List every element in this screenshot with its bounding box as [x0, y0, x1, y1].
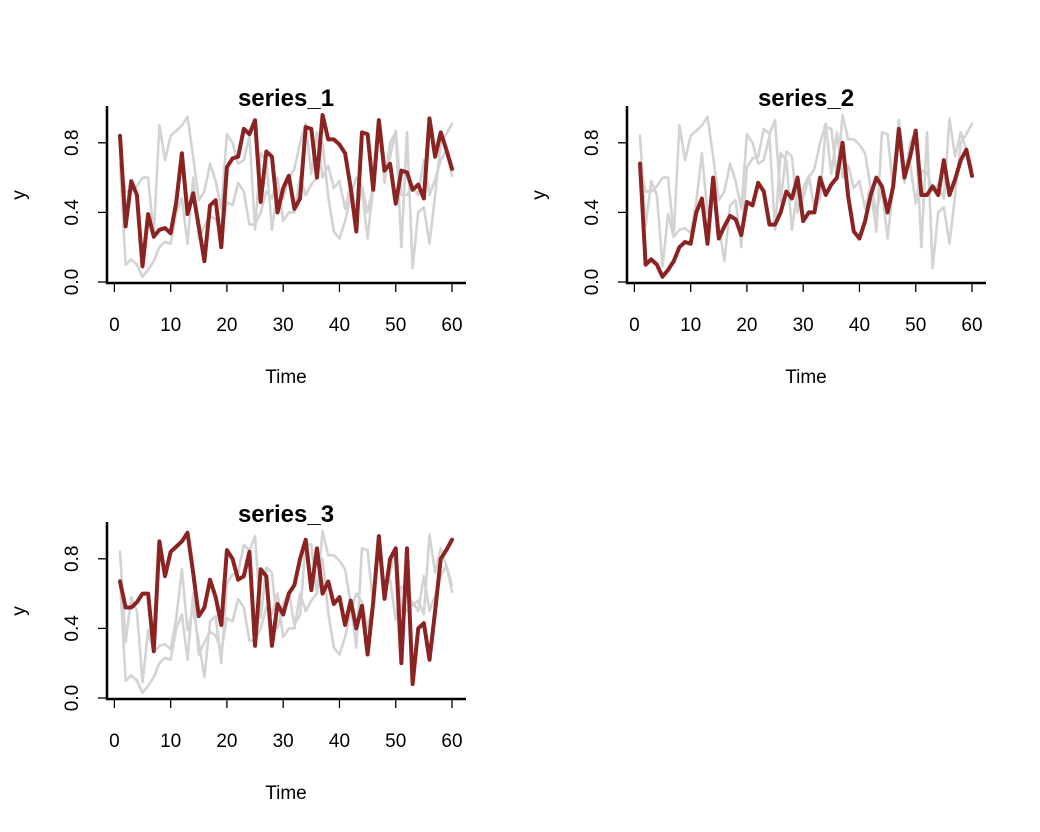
axis-lines [105, 106, 466, 285]
x-axis-label: Time [785, 367, 827, 388]
x-tick-label: 50 [905, 315, 926, 336]
highlight-series-line [118, 112, 454, 269]
chart-panel-2: 0 10 20 30 40 50 60 0.0 0.4 0.8 series_2 Time y [529, 85, 986, 388]
y-tick-label: 0.0 [62, 269, 83, 295]
x-tick-label: 40 [329, 731, 350, 752]
x-tick-label: 50 [385, 731, 406, 752]
axis-lines [625, 106, 986, 285]
y-tick-label: 0.8 [62, 546, 83, 572]
x-tick-label: 20 [736, 315, 757, 336]
x-tick-label: 60 [441, 731, 462, 752]
y-tick-label: 0.8 [582, 130, 603, 156]
highlight-series-line [118, 530, 454, 687]
y-tick-label: 0.8 [62, 130, 83, 156]
y-axis-label: y [9, 190, 30, 200]
chart-title: series_1 [238, 85, 334, 112]
y-tick-label: 0.4 [62, 615, 83, 642]
chart-panel-3: 0 10 20 30 40 50 60 0.0 0.4 0.8 series_3 Time y [9, 501, 466, 804]
x-tick-label: 40 [849, 315, 870, 336]
x-tick-label: 0 [629, 315, 640, 336]
y-tick-label: 0.0 [62, 685, 83, 711]
x-tick-label: 40 [329, 315, 350, 336]
x-tick-label: 10 [680, 315, 701, 336]
y-tick-label: 0.4 [62, 199, 83, 226]
background-series-line [638, 113, 974, 268]
x-tick-label: 30 [273, 731, 294, 752]
y-tick-label: 0.0 [582, 269, 603, 295]
background-series-line [118, 115, 454, 270]
x-axis-label: Time [265, 367, 307, 388]
y-axis-label: y [9, 606, 30, 616]
x-tick-label: 10 [160, 315, 181, 336]
x-tick-label: 60 [961, 315, 982, 336]
chart-panel-1: 0 10 20 30 40 50 60 0.0 0.4 0.8 series_1 Time y [9, 85, 466, 388]
x-tick-label: 30 [793, 315, 814, 336]
background-series-line [118, 127, 454, 279]
x-tick-label: 0 [109, 315, 120, 336]
chart-title: series_2 [758, 85, 854, 112]
y-tick-label: 0.4 [582, 199, 603, 226]
x-tick-label: 10 [160, 731, 181, 752]
y-axis-label: y [529, 190, 550, 200]
x-tick-label: 50 [385, 315, 406, 336]
x-tick-label: 60 [441, 315, 462, 336]
axis-lines [105, 522, 466, 701]
highlight-series-line [638, 126, 974, 279]
chart-title: series_3 [238, 501, 334, 528]
x-axis-label: Time [265, 783, 307, 804]
x-tick-label: 0 [109, 731, 120, 752]
x-tick-label: 20 [216, 731, 237, 752]
x-tick-label: 20 [216, 315, 237, 336]
x-tick-label: 30 [273, 315, 294, 336]
